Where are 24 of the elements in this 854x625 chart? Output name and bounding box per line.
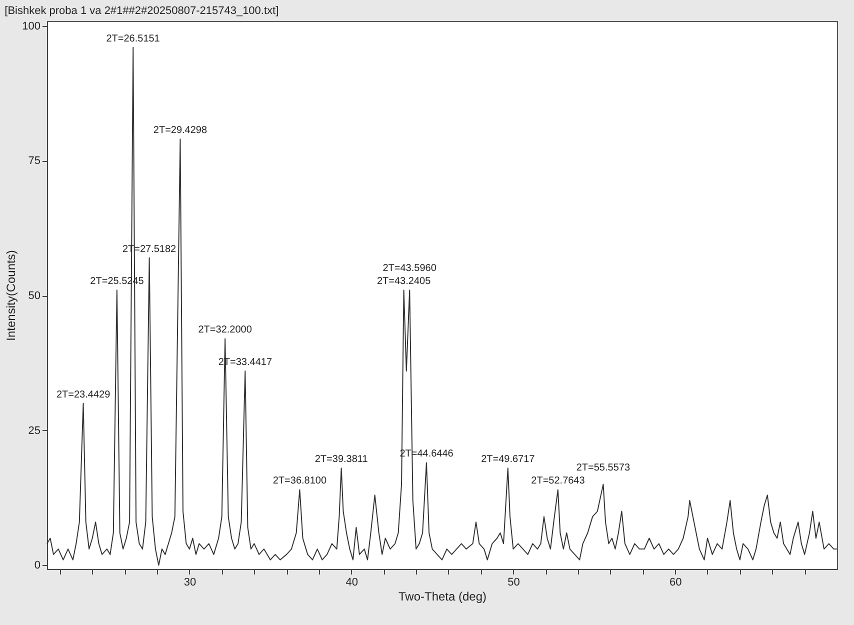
x-tick-label: 40: [346, 576, 358, 588]
annotation: 2T=55.5573: [576, 462, 630, 474]
annotation: 2T=52.7643: [531, 476, 586, 487]
annotation: 2T=39.3811: [314, 454, 368, 466]
y-tick-label: 75: [28, 155, 40, 168]
y-tick-label: 100: [22, 20, 40, 32]
annotation: 2T=49.6717: [481, 454, 536, 466]
y-tick-label: 50: [28, 290, 40, 302]
annotation: 2T=43.2405: [376, 276, 432, 288]
annotation: 2T=32.2000: [198, 324, 252, 336]
x-tick-label: 30: [184, 576, 196, 588]
annotation: 2T=43.5960: [382, 263, 437, 274]
annotation: 2T=23.4429: [56, 389, 111, 400]
x-tick-label: 60: [669, 576, 682, 588]
line-series: [46, 46, 838, 566]
y-tick-label: 25: [28, 424, 40, 437]
annotation: 2T=29.4298: [153, 125, 208, 136]
annotation: 2T=36.8100: [272, 476, 327, 487]
x-tick-label: 50: [508, 576, 520, 588]
y-tick-label: 0: [34, 560, 40, 572]
annotation: 2T=26.5151: [106, 33, 160, 44]
x-axis-title: Two-Theta (deg): [398, 590, 487, 604]
chart-title: [Bishkek proba 1 va 2#1##2#20250807-215743_100.txt]: [4, 4, 279, 17]
y-axis-title: Intensity(Counts): [4, 250, 18, 341]
